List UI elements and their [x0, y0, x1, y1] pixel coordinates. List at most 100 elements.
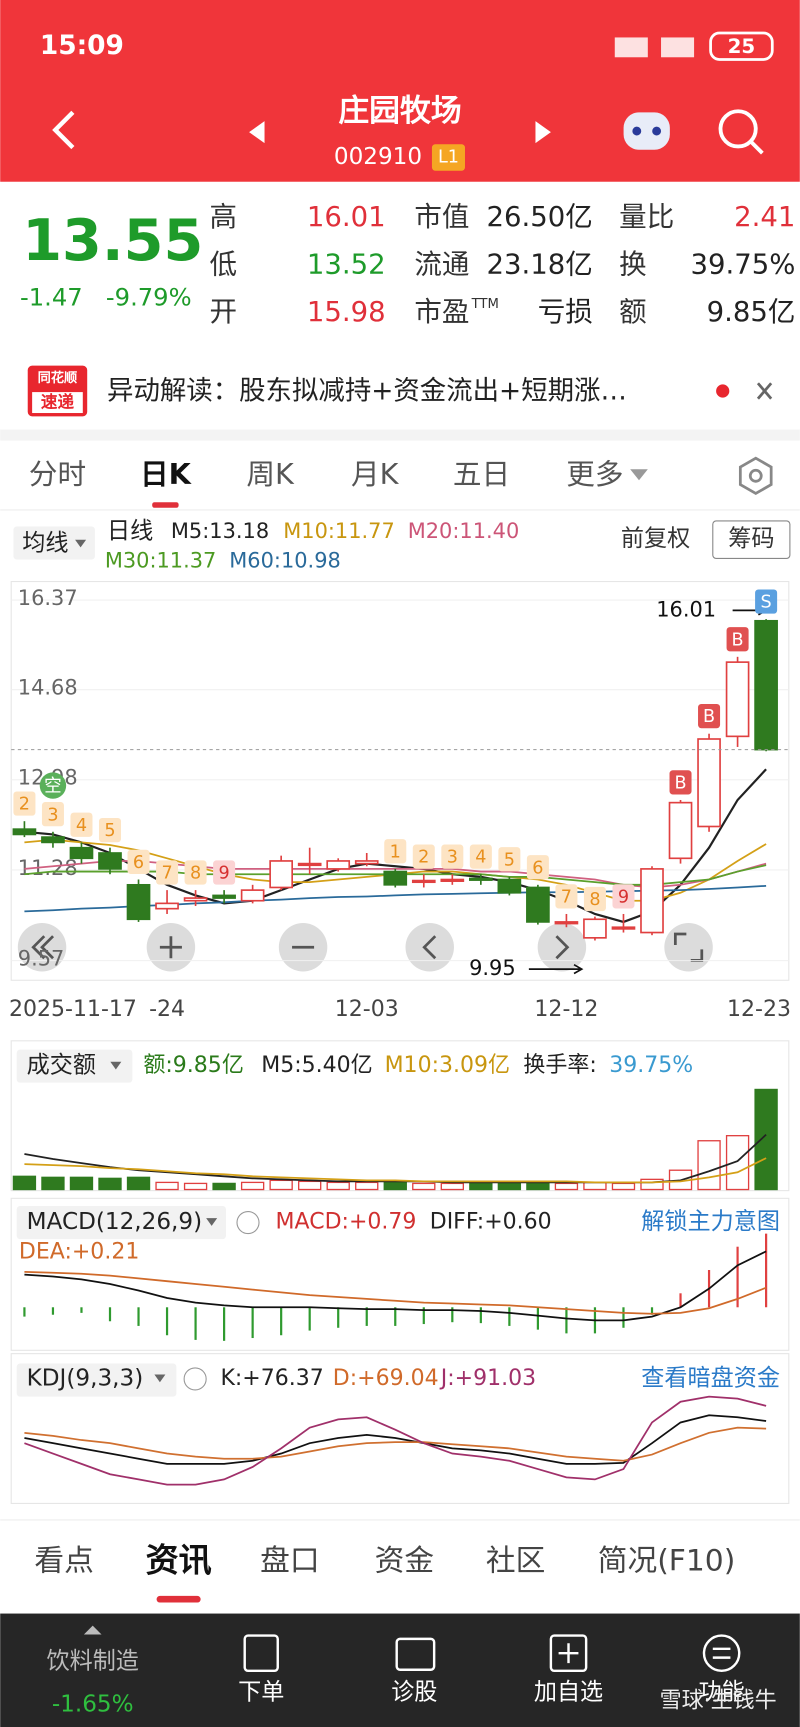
robot-icon[interactable] [623, 112, 670, 150]
news-text[interactable]: 异动解读：股东拟减持+资金流出+短期涨… [107, 376, 627, 407]
tool-button[interactable] [664, 922, 713, 972]
footer-action[interactable]: 功能 [698, 1679, 744, 1705]
volume-selector[interactable] [16, 1049, 133, 1083]
signal-badge [726, 627, 749, 652]
signal-badge-label: B [674, 773, 686, 793]
order-icon[interactable] [243, 1634, 279, 1673]
settings-icon [748, 468, 763, 483]
candle-body [611, 926, 636, 930]
x-tick-label: 2025-11-17 [9, 997, 137, 1022]
back-icon[interactable] [52, 110, 75, 150]
divider [0, 429, 800, 441]
ma-selector-label[interactable]: 均线 [22, 531, 68, 557]
diagnose-icon[interactable] [395, 1637, 436, 1671]
kdj-line [24, 1395, 767, 1486]
close-icon[interactable] [756, 382, 773, 400]
turnover-value: 39.75% [609, 1053, 693, 1078]
tool-button[interactable] [405, 922, 454, 972]
next-icon[interactable] [535, 121, 551, 144]
menu-icon[interactable] [702, 1634, 741, 1673]
tool-button[interactable] [537, 922, 587, 972]
volume-bar [640, 1178, 664, 1191]
signal-icon [661, 37, 695, 58]
macd-link[interactable]: 解锁主力意图 [641, 1209, 780, 1235]
y-tick-label: 9.57 [18, 947, 65, 971]
level-badge [431, 144, 465, 171]
content-tab[interactable]: 盘口 [260, 1543, 319, 1578]
low-arrow [528, 963, 584, 975]
search-icon[interactable] [718, 109, 758, 149]
candle-body [725, 661, 750, 738]
signal-badge-label: B [703, 707, 715, 727]
content-tab[interactable]: 简况(F10) [598, 1543, 736, 1578]
signal-badge-label: 3 [447, 848, 458, 868]
content-tab[interactable]: 看点 [34, 1543, 93, 1578]
ma-legend: M5:13.18 [171, 519, 269, 543]
field-label: 市值 [414, 201, 469, 233]
period-tab[interactable]: 日K [140, 457, 193, 491]
signal-badge [213, 860, 236, 885]
signal-badge-label: 9 [618, 887, 629, 907]
signal-badge [583, 886, 606, 912]
macd-selector-label[interactable]: MACD(12,26,9) [27, 1209, 203, 1235]
signal-badge [41, 802, 64, 827]
content-tab[interactable]: 资讯 [146, 1540, 212, 1579]
signal-badge-label: 7 [561, 887, 572, 907]
menu-icon [712, 1647, 731, 1659]
footer-action[interactable]: 下单 [238, 1679, 284, 1705]
kdj-link[interactable]: 查看暗盘资金 [641, 1365, 780, 1391]
chips-label[interactable]: 筹码 [728, 526, 774, 552]
expand-icon[interactable] [83, 1625, 102, 1635]
signal-badge [384, 839, 407, 864]
tool-icon [159, 936, 182, 959]
signal-badge [127, 849, 150, 875]
candle-body [554, 921, 579, 925]
ma-legend: M20:11.40 [408, 519, 520, 543]
news-logo [32, 392, 83, 414]
period-tab[interactable]: 月K [351, 457, 400, 491]
signal-badge-label: 7 [161, 864, 172, 884]
volume-selector-label[interactable]: 成交额 [27, 1053, 96, 1079]
settings-icon[interactable] [738, 456, 773, 496]
signal-badge [70, 812, 93, 837]
volume-bar [298, 1180, 322, 1191]
candle-body [697, 738, 721, 828]
footer-action[interactable]: 加自选 [534, 1679, 603, 1705]
ma-selector[interactable] [13, 526, 95, 560]
candle-body [183, 897, 208, 902]
signal-badge-label: 2 [19, 795, 30, 815]
volume-bar [355, 1181, 379, 1191]
sector-name[interactable]: 饮料制造 [46, 1649, 138, 1675]
candle-body [411, 879, 436, 884]
candle-body [583, 918, 607, 939]
volume-amount: 额:9.85亿 [143, 1053, 243, 1078]
period-tab[interactable]: 分时 [29, 457, 86, 491]
field-label: 额 [619, 296, 647, 328]
volume-m5: M5:5.40亿 [261, 1053, 372, 1078]
candle-body [497, 878, 522, 894]
period-tab[interactable]: 更多 [566, 457, 623, 491]
volume-bar [155, 1181, 179, 1191]
battery-level: 25 [728, 35, 756, 58]
help-icon[interactable] [236, 1210, 260, 1235]
adjust-mode[interactable]: 前复权 [621, 526, 690, 552]
signal-badge [555, 884, 578, 909]
period-tab[interactable]: 五日 [453, 457, 510, 491]
period-tab[interactable]: 周K [246, 457, 295, 491]
signal-badge [755, 589, 778, 614]
content-tab[interactable]: 资金 [375, 1543, 434, 1578]
kdj-selector-label[interactable]: KDJ(9,3,3) [27, 1365, 144, 1391]
help-icon[interactable] [183, 1367, 207, 1391]
dropdown-icon [630, 469, 648, 481]
volume-bar [183, 1182, 208, 1191]
macd-value: MACD:+0.79 [276, 1210, 417, 1235]
field-sup: TTM [471, 297, 499, 312]
add-icon[interactable] [549, 1634, 588, 1673]
chips-button[interactable] [712, 520, 791, 559]
content-tab[interactable]: 社区 [486, 1543, 545, 1578]
kdj-selector[interactable] [16, 1363, 177, 1397]
macd-selector[interactable] [16, 1206, 226, 1240]
footer-action[interactable]: 诊股 [391, 1679, 437, 1705]
prev-icon[interactable] [249, 121, 265, 144]
x-tick-label: -24 [149, 997, 185, 1022]
